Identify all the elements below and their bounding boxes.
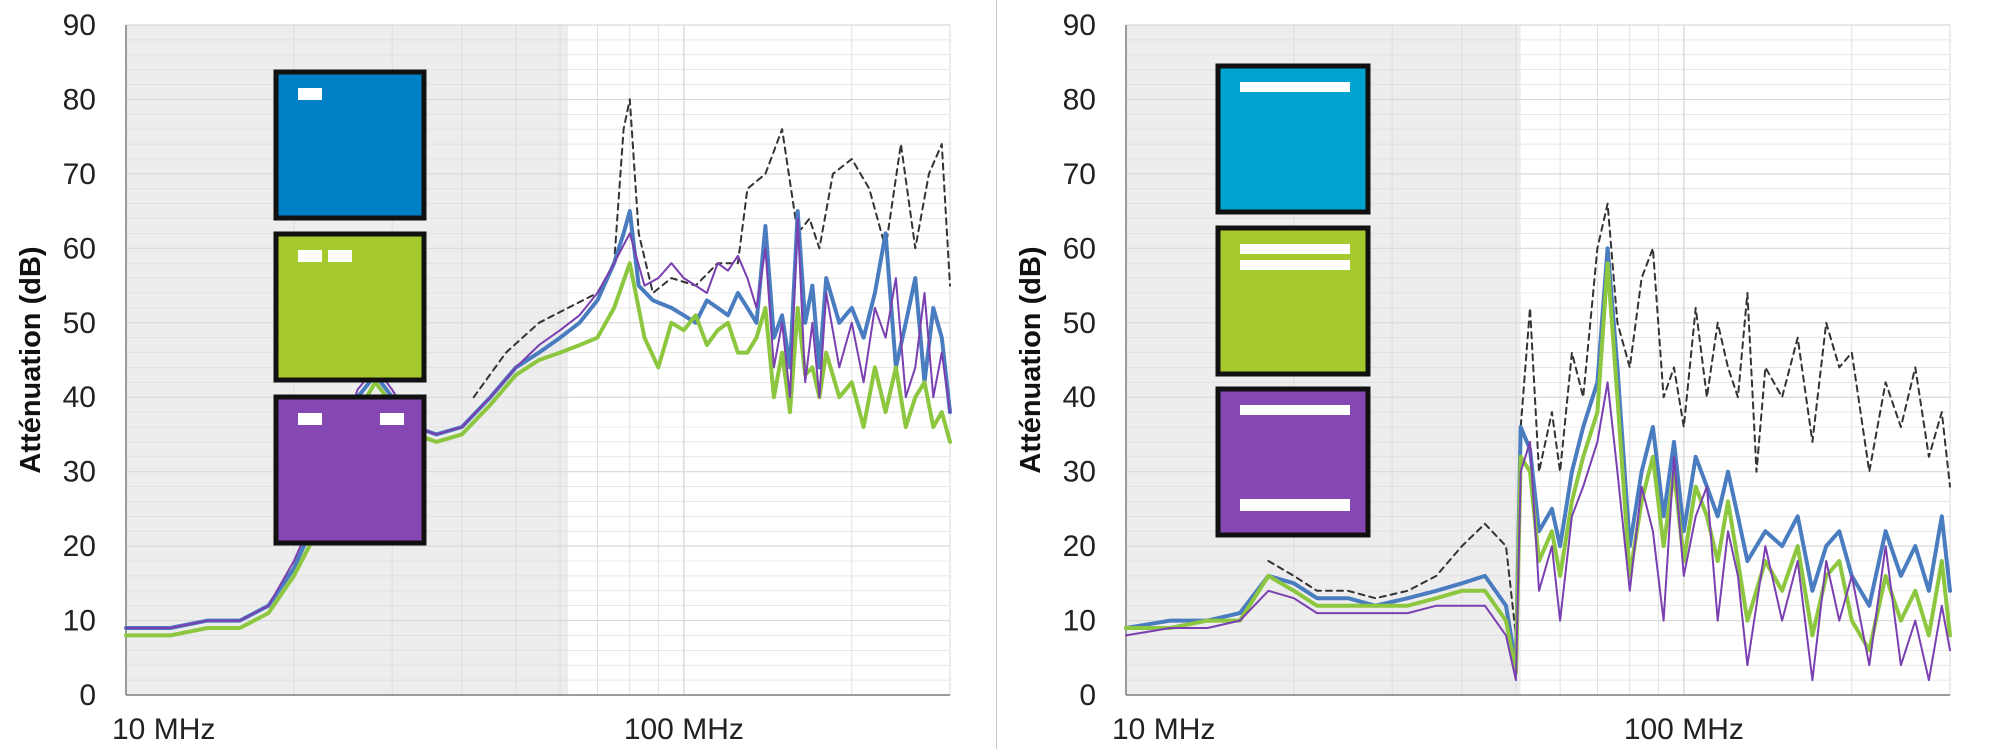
y-tick-label: 60 <box>1063 232 1096 265</box>
series-line-green <box>124 261 952 638</box>
y-tick-label: 90 <box>63 9 96 42</box>
y-tick-label: 0 <box>1079 679 1096 712</box>
x-tick-label: 100 MHz <box>624 713 744 746</box>
y-tick-label: 90 <box>1063 9 1096 42</box>
y-tick-label: 0 <box>79 679 96 712</box>
x-tick-label: 10 MHz <box>1112 713 1215 746</box>
y-tick-label: 80 <box>63 83 96 116</box>
legend-swatch-slot <box>328 250 352 262</box>
y-tick-label: 60 <box>63 232 96 265</box>
series-line-purple <box>1125 381 1951 682</box>
legend-swatch-slot <box>380 413 404 425</box>
series-line-blue <box>1124 246 1952 668</box>
right-chart-panel: 0 10 20 30 40 50 60 70 80 90 10 MHz 100 MHz Atténuat… <box>1000 0 1993 749</box>
panel-divider <box>993 0 1000 749</box>
y-tick-label: 70 <box>1063 158 1096 191</box>
y-tick-label: 40 <box>1063 381 1096 414</box>
legend-swatch <box>273 69 427 221</box>
legend-swatch <box>273 394 427 546</box>
legend-swatch <box>1215 63 1371 215</box>
y-axis-label: Atténuation (dB) <box>1015 246 1047 473</box>
series-line-green <box>1124 261 1952 675</box>
legend-swatch <box>1215 225 1371 377</box>
legend-swatch-slot <box>1240 244 1350 254</box>
legend-swatch-slot <box>1240 405 1350 415</box>
legend-swatch-slot <box>1240 82 1350 92</box>
legend-swatch <box>273 231 427 383</box>
y-axis-label: Atténuation (dB) <box>15 246 47 473</box>
legend-swatch-slot <box>1240 499 1350 511</box>
y-tick-label: 70 <box>63 158 96 191</box>
series-line-dashed-black <box>1267 202 1951 637</box>
y-tick-label: 50 <box>1063 307 1096 340</box>
y-tick-label: 80 <box>1063 83 1096 116</box>
y-tick-label: 20 <box>63 530 96 563</box>
legend-swatch-slot <box>298 250 322 262</box>
left-chart-panel: 0 10 20 30 40 50 60 70 80 90 10 MHz 100 MHz Atténuat… <box>0 0 993 749</box>
left-attenuation-chart: 0 10 20 30 40 50 60 70 80 90 10 MHz 100 MHz Atténuat… <box>15 9 952 746</box>
y-tick-label: 30 <box>1063 456 1096 489</box>
legend-swatch-slot <box>1240 260 1350 270</box>
legend-swatch-slot <box>298 413 322 425</box>
legend-swatch <box>1215 386 1371 538</box>
y-tick-label: 40 <box>63 381 96 414</box>
x-tick-label: 100 MHz <box>1624 713 1744 746</box>
y-tick-label: 10 <box>1063 605 1096 638</box>
y-tick-label: 10 <box>63 605 96 638</box>
x-tick-label: 10 MHz <box>112 713 215 746</box>
y-tick-label: 50 <box>63 307 96 340</box>
right-attenuation-chart: 0 10 20 30 40 50 60 70 80 90 10 MHz 100 MHz Atténuat… <box>1015 9 1952 746</box>
legend-swatch-slot <box>298 88 322 100</box>
y-tick-label: 20 <box>1063 530 1096 563</box>
y-tick-label: 30 <box>63 456 96 489</box>
